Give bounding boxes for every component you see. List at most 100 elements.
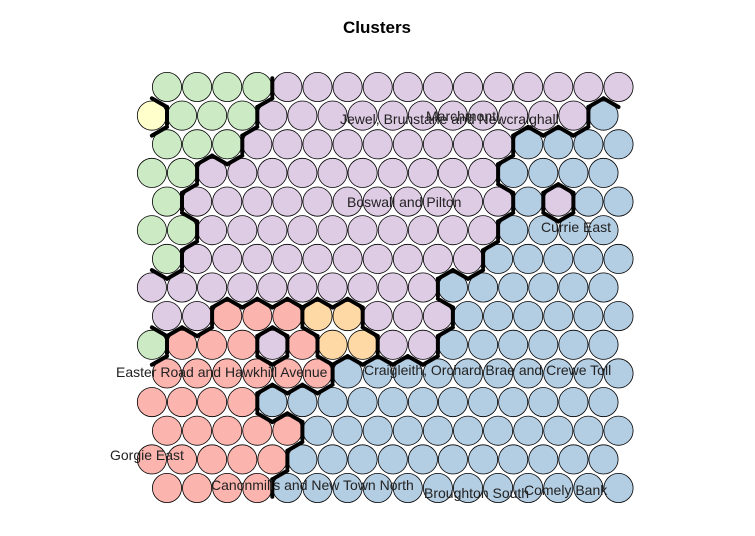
hex-cell-blue: [513, 301, 544, 332]
cluster-boundary-segment: [195, 153, 215, 167]
hex-cell-blue: [498, 387, 529, 418]
hex-cell-blue: [603, 186, 634, 217]
hex-cell-purple: [332, 186, 363, 217]
hex-cell-red: [182, 415, 213, 446]
cluster-boundary-segment: [345, 354, 365, 367]
cluster-boundary-segment: [149, 96, 169, 109]
label-boswall-pilton: Boswall and Pilton: [347, 194, 461, 210]
hex-cell-purple: [227, 272, 258, 303]
hex-cell-red: [242, 358, 273, 389]
hex-cell-blue: [558, 444, 589, 475]
cluster-boundary-segment: [315, 296, 335, 310]
hex-cell-purple: [437, 215, 468, 246]
hex-cell-blue: [407, 444, 438, 475]
cluster-boundary-segment: [210, 296, 230, 310]
cluster-boundary-segment: [556, 210, 576, 224]
cluster-boundary-segment: [165, 268, 184, 281]
hex-cell-green: [182, 129, 213, 160]
hex-cell-blue: [543, 415, 574, 446]
cluster-boundary-segment: [285, 411, 305, 424]
hex-cell-purple: [317, 100, 348, 131]
cluster-boundary-segment: [180, 239, 200, 253]
hex-cell-purple: [377, 215, 408, 246]
hex-cell-red: [136, 444, 167, 475]
hex-cell-purple: [407, 215, 438, 246]
cluster-boundary-segment: [270, 354, 290, 367]
cluster-boundary-segment: [285, 382, 305, 396]
hex-cell-purple: [302, 72, 333, 103]
cluster-boundary-segment: [180, 182, 200, 195]
label-jewel-brunstane: Jewel, Brunstane and Newcraighall: [340, 111, 559, 127]
hex-cell-green: [151, 186, 182, 217]
hex-cell-blue: [588, 215, 619, 246]
hex-cell-blue: [362, 415, 393, 446]
hex-cell-green: [151, 129, 182, 160]
hex-cell-blue: [483, 358, 514, 389]
hex-cell-blue: [468, 329, 499, 360]
hex-cell-blue: [573, 415, 604, 446]
hex-cell-purple: [498, 100, 529, 131]
hex-cell-purple: [483, 72, 514, 103]
hex-cell-blue: [543, 472, 574, 503]
hex-cell-blue: [603, 129, 634, 160]
hex-cell-blue: [332, 472, 363, 503]
hex-cell-blue: [543, 129, 574, 160]
hex-cell-purple: [332, 129, 363, 160]
hex-cell-purple: [257, 272, 288, 303]
hex-cell-purple: [392, 72, 423, 103]
hex-cell-purple: [407, 272, 438, 303]
hex-cell-red: [182, 472, 213, 503]
hex-cell-red: [197, 329, 228, 360]
hex-cell-purple: [422, 129, 453, 160]
cluster-boundary-segment: [556, 124, 576, 138]
hex-cell-purple: [543, 72, 574, 103]
cluster-boundary-segment: [300, 296, 320, 310]
hex-cell-blue: [513, 243, 544, 274]
hex-cell-blue: [513, 358, 544, 389]
hex-cell-purple: [377, 329, 408, 360]
hex-cell-red: [242, 415, 273, 446]
hex-cell-blue: [558, 272, 589, 303]
hex-cell-red: [166, 444, 197, 475]
hex-cell-blue: [573, 186, 604, 217]
cluster-boundary-segment: [255, 382, 275, 396]
label-currie-east: Currie East: [541, 219, 611, 235]
hex-cell-purple: [302, 243, 333, 274]
hex-cell-green: [182, 72, 213, 103]
hex-cell-red: [212, 358, 243, 389]
chart-title: Clusters: [343, 18, 411, 37]
cluster-boundary-segment: [330, 354, 350, 367]
label-gorgie-east: Gorgie East: [110, 447, 184, 463]
hex-cell-purple: [573, 72, 604, 103]
hex-cell-purple: [287, 157, 318, 188]
hex-cell-purple: [182, 301, 213, 332]
cluster-boundary-segment: [496, 210, 516, 224]
hex-cell-blue: [588, 157, 619, 188]
hex-cell-green: [166, 100, 197, 131]
hex-cell-purple: [272, 186, 303, 217]
hex-cell-green: [212, 72, 243, 103]
hex-cell-purple: [603, 72, 634, 103]
hex-cell-purple: [437, 157, 468, 188]
hex-cell-blue: [573, 358, 604, 389]
label-marchmont: Marchmont: [426, 108, 496, 124]
hex-cell-blue: [468, 387, 499, 418]
cluster-boundary-segment: [390, 354, 410, 367]
hex-cells: [136, 72, 634, 503]
cluster-boundary-segment: [240, 124, 260, 138]
hex-cell-purple: [302, 186, 333, 217]
hex-cell-blue: [407, 387, 438, 418]
hex-cell-green: [151, 243, 182, 274]
hex-cell-purple: [422, 72, 453, 103]
hex-cell-blue: [573, 301, 604, 332]
hex-cell-blue: [362, 472, 393, 503]
hex-cell-red: [197, 387, 228, 418]
hex-cell-purple: [362, 72, 393, 103]
hex-cell-purple: [227, 215, 258, 246]
hex-cell-purple: [227, 157, 258, 188]
hex-cell-purple: [422, 186, 453, 217]
hex-cell-purple: [136, 272, 167, 303]
hex-cell-purple: [468, 100, 499, 131]
hex-cell-green: [166, 157, 197, 188]
cluster-boundary-segment: [541, 124, 561, 138]
